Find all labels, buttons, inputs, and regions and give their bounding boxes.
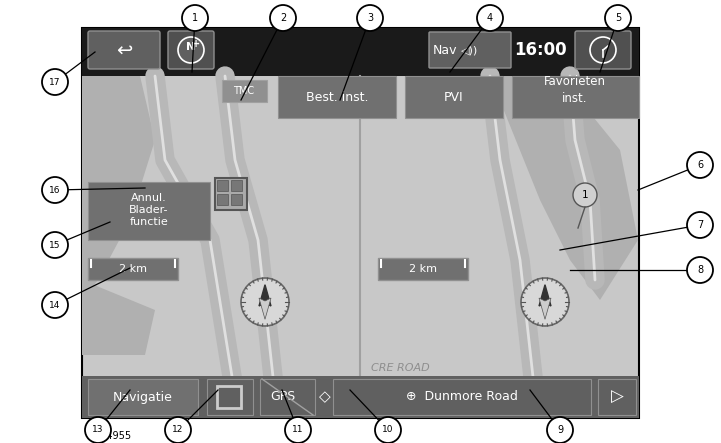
- Text: 5: 5: [615, 13, 621, 23]
- FancyBboxPatch shape: [82, 376, 639, 418]
- Text: +: +: [192, 39, 200, 49]
- FancyBboxPatch shape: [168, 31, 214, 69]
- FancyBboxPatch shape: [575, 31, 631, 69]
- Text: 14: 14: [49, 300, 61, 310]
- Text: ⊕  Dunmore Road: ⊕ Dunmore Road: [406, 390, 518, 404]
- FancyBboxPatch shape: [598, 379, 636, 415]
- FancyBboxPatch shape: [222, 80, 267, 102]
- FancyBboxPatch shape: [512, 76, 639, 118]
- FancyBboxPatch shape: [260, 379, 315, 415]
- Circle shape: [285, 417, 311, 443]
- Text: 7: 7: [697, 220, 703, 230]
- Text: 9: 9: [557, 425, 563, 435]
- Text: 2 km: 2 km: [409, 264, 437, 274]
- Text: 15: 15: [49, 241, 61, 249]
- Circle shape: [182, 5, 208, 31]
- Circle shape: [547, 417, 573, 443]
- Text: ▷: ▷: [611, 388, 624, 406]
- Circle shape: [42, 232, 68, 258]
- Circle shape: [687, 257, 713, 283]
- FancyBboxPatch shape: [207, 379, 253, 415]
- Circle shape: [42, 69, 68, 95]
- Circle shape: [687, 152, 713, 178]
- Polygon shape: [539, 285, 551, 306]
- FancyBboxPatch shape: [82, 28, 639, 76]
- Text: Blader-: Blader-: [129, 205, 169, 215]
- FancyBboxPatch shape: [217, 180, 228, 191]
- Text: E134955: E134955: [88, 431, 131, 441]
- Text: 2 km: 2 km: [119, 264, 147, 274]
- Text: 1: 1: [582, 190, 588, 200]
- Circle shape: [573, 183, 597, 207]
- Text: 17: 17: [49, 78, 61, 86]
- Circle shape: [357, 5, 383, 31]
- Text: 2: 2: [280, 13, 286, 23]
- FancyBboxPatch shape: [278, 76, 396, 118]
- FancyBboxPatch shape: [231, 194, 242, 205]
- Text: Best. inst.: Best. inst.: [306, 90, 368, 104]
- Text: N: N: [186, 42, 195, 52]
- Text: 10: 10: [382, 425, 394, 435]
- Polygon shape: [539, 298, 551, 319]
- Text: 1: 1: [192, 13, 198, 23]
- FancyBboxPatch shape: [88, 31, 160, 69]
- Text: Nav: Nav: [433, 43, 457, 57]
- FancyBboxPatch shape: [231, 180, 242, 191]
- Circle shape: [521, 278, 569, 326]
- Text: ◇: ◇: [319, 389, 331, 404]
- Text: Navigatie: Navigatie: [113, 390, 173, 404]
- Text: 6: 6: [697, 160, 703, 170]
- Text: 3: 3: [367, 13, 373, 23]
- Polygon shape: [259, 298, 271, 319]
- Circle shape: [42, 292, 68, 318]
- Circle shape: [42, 177, 68, 203]
- Text: Annul.: Annul.: [131, 193, 167, 203]
- Polygon shape: [82, 76, 155, 300]
- FancyBboxPatch shape: [333, 379, 591, 415]
- Circle shape: [241, 278, 289, 326]
- Circle shape: [477, 5, 503, 31]
- Text: ◁)): ◁)): [461, 45, 479, 55]
- FancyBboxPatch shape: [215, 178, 247, 210]
- FancyBboxPatch shape: [378, 258, 468, 280]
- Text: 16: 16: [49, 186, 61, 194]
- Circle shape: [375, 417, 401, 443]
- FancyBboxPatch shape: [405, 76, 503, 118]
- Polygon shape: [490, 76, 638, 300]
- Circle shape: [178, 37, 204, 63]
- Text: Favorieten
inst.: Favorieten inst.: [544, 75, 606, 105]
- Text: 13: 13: [92, 425, 104, 435]
- Text: functie: functie: [130, 217, 169, 227]
- Text: ↩: ↩: [116, 40, 132, 59]
- Text: 8: 8: [697, 265, 703, 275]
- Text: 11: 11: [292, 425, 304, 435]
- Circle shape: [605, 5, 631, 31]
- FancyBboxPatch shape: [88, 258, 178, 280]
- Text: CRE ROAD: CRE ROAD: [371, 363, 430, 373]
- FancyBboxPatch shape: [217, 194, 228, 205]
- Text: GPS: GPS: [270, 390, 296, 404]
- FancyBboxPatch shape: [88, 379, 198, 415]
- FancyBboxPatch shape: [88, 182, 210, 240]
- Text: 12: 12: [172, 425, 184, 435]
- Text: TMC: TMC: [234, 86, 255, 96]
- Text: 4: 4: [487, 13, 493, 23]
- Polygon shape: [82, 280, 155, 355]
- FancyBboxPatch shape: [82, 28, 639, 418]
- Circle shape: [687, 212, 713, 238]
- Circle shape: [165, 417, 191, 443]
- FancyBboxPatch shape: [429, 32, 511, 68]
- Circle shape: [270, 5, 296, 31]
- Text: PVI: PVI: [444, 90, 464, 104]
- Polygon shape: [259, 285, 271, 306]
- Text: 16:00: 16:00: [513, 41, 566, 59]
- Circle shape: [85, 417, 111, 443]
